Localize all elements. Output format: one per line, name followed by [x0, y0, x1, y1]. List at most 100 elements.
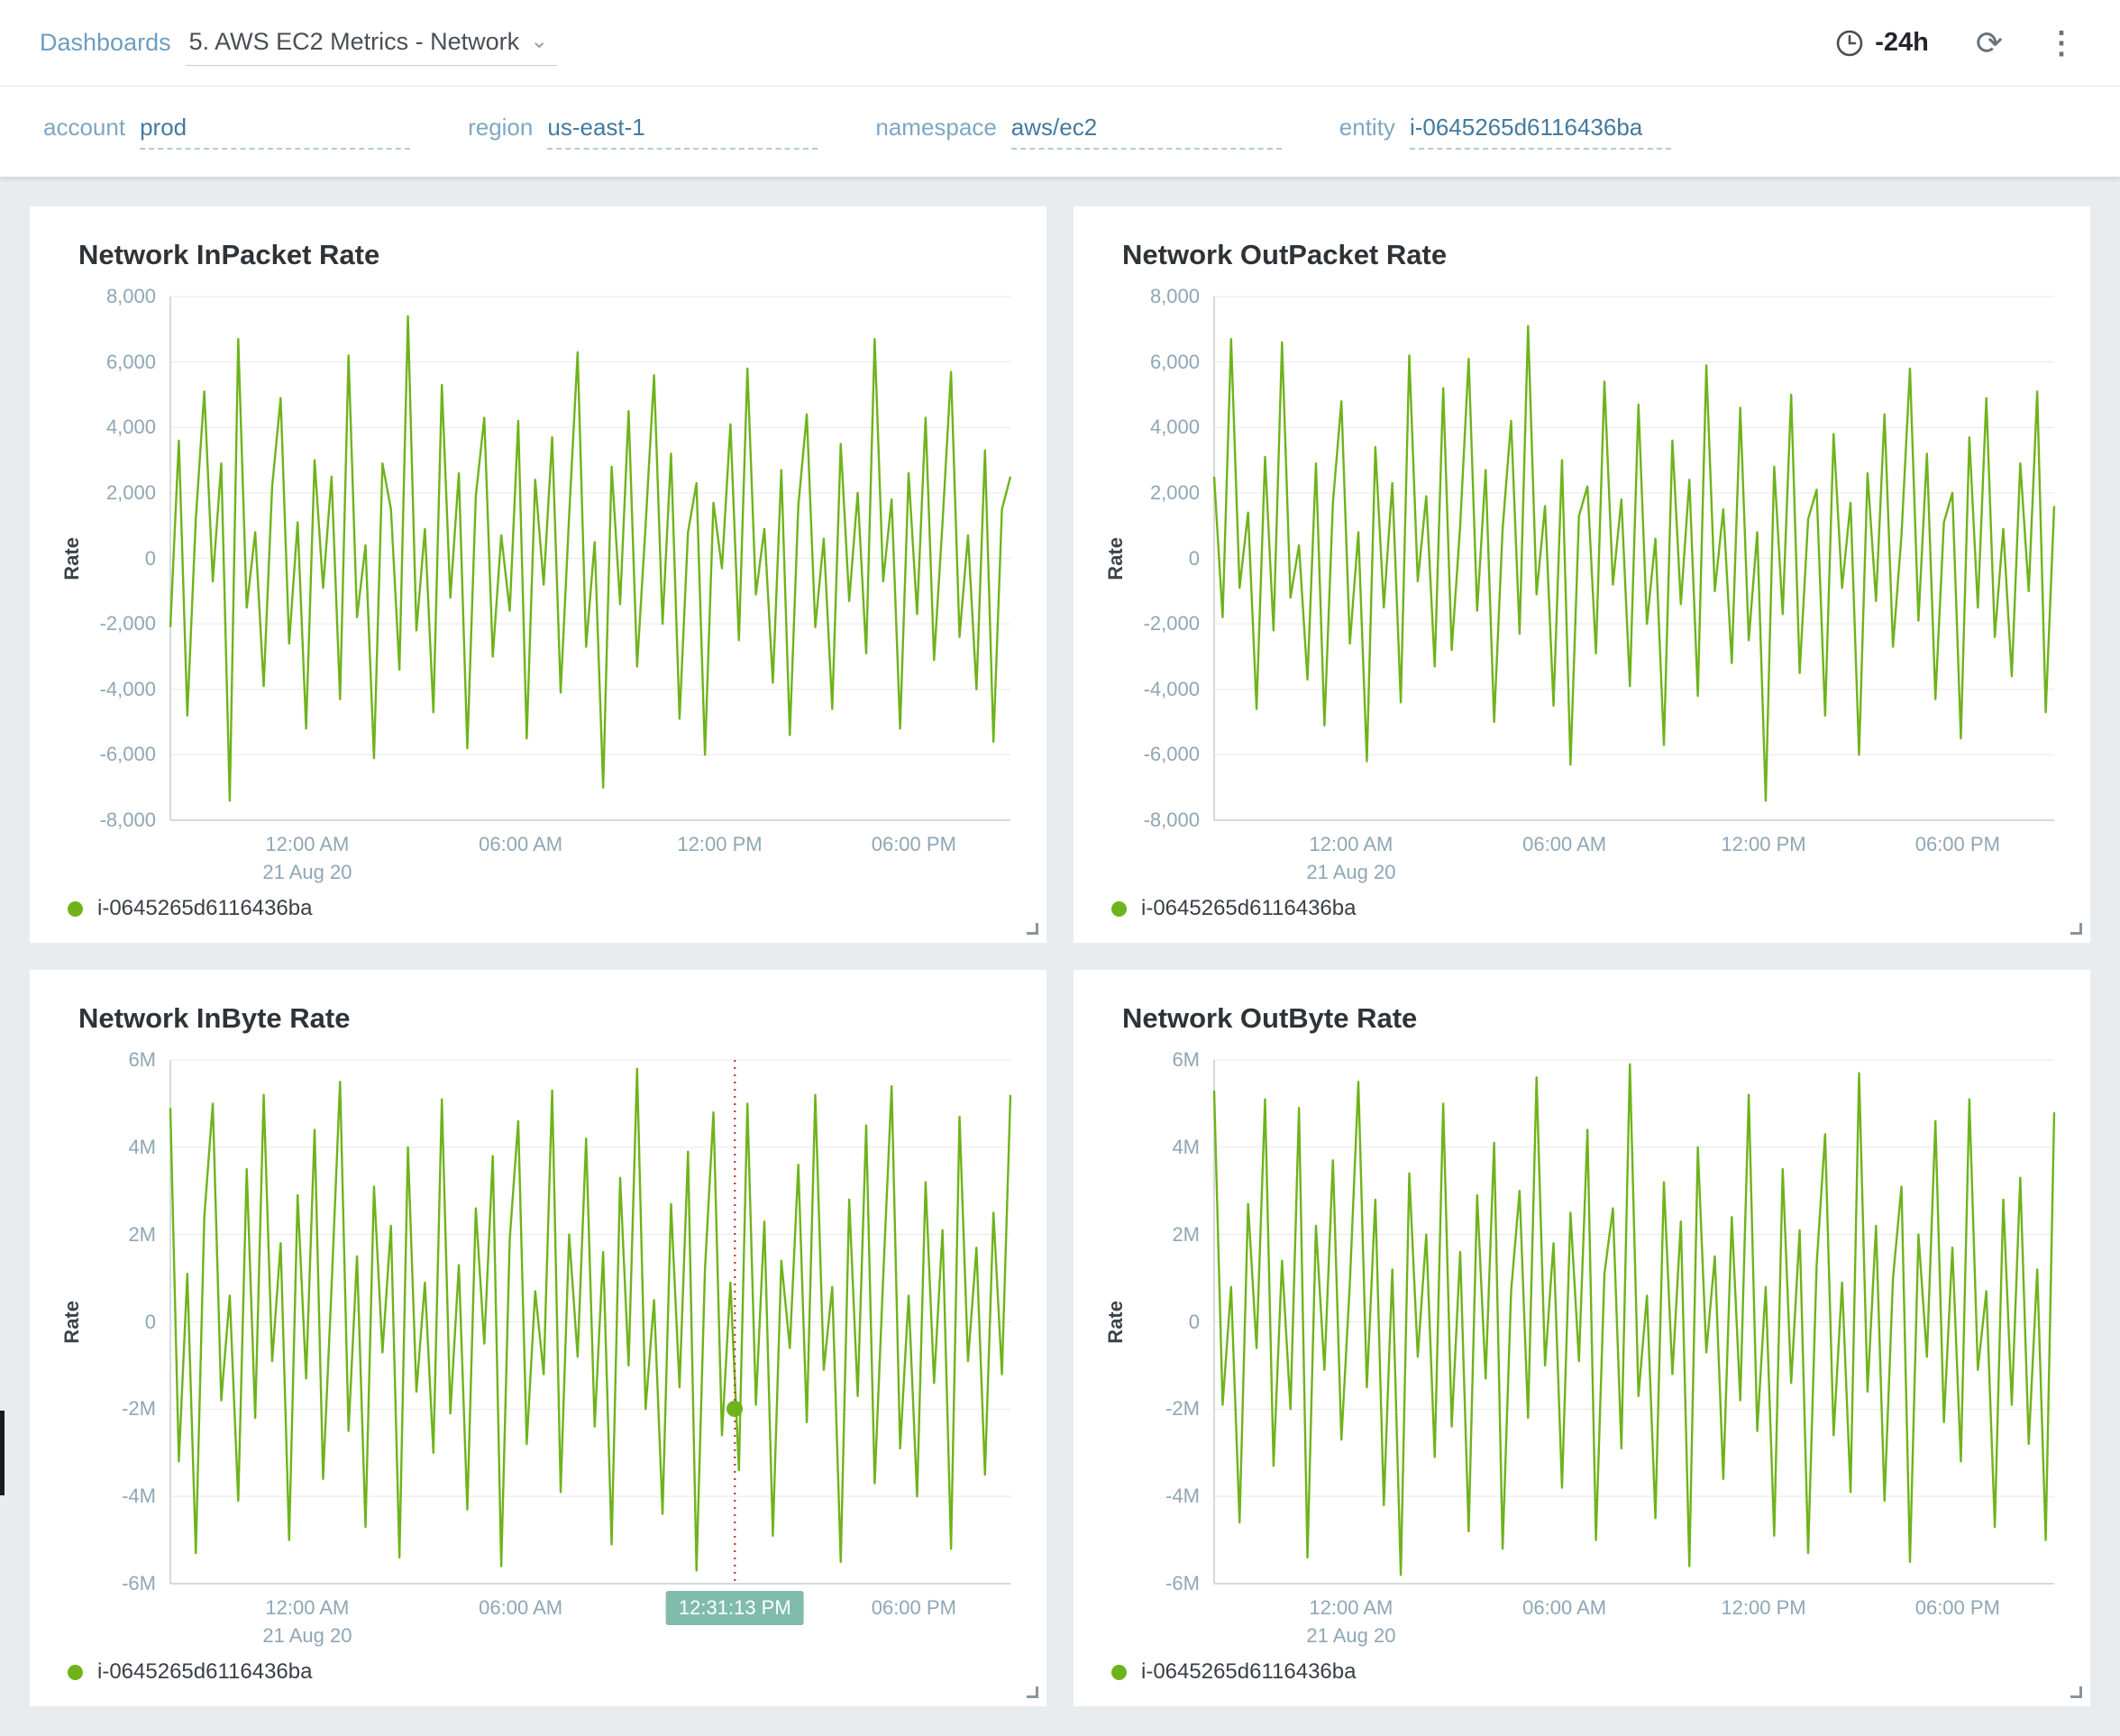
series-line [170, 316, 1010, 800]
y-tick-label: -4,000 [99, 677, 156, 700]
filter-account-value[interactable]: prod [140, 114, 411, 150]
crosshair-time-tooltip: 12:31:13 PM [665, 1591, 804, 1625]
chart-title: Network InByte Rate [78, 1002, 351, 1034]
panel-network-inbyte-rate: Network InByte Rate Rate 6M 4M 2M 0 -2M -4M -6… [30, 970, 1046, 1706]
y-tick-label: 6M [1172, 1048, 1200, 1071]
legend-dot [1111, 1664, 1127, 1680]
y-tick-label: 0 [1188, 546, 1200, 570]
y-tick-label: 4M [1172, 1135, 1200, 1158]
y-tick-label: 4M [128, 1135, 156, 1158]
breadcrumb[interactable]: Dashboards [40, 29, 171, 56]
y-tick-label: 0 [1188, 1310, 1200, 1333]
legend-label[interactable]: i-0645265d6116436ba [97, 1659, 313, 1684]
series-line [1214, 326, 2054, 800]
x-tick-label: 06:00 AM [1522, 1596, 1607, 1619]
filter-region-value[interactable]: us-east-1 [547, 114, 818, 150]
filter-entity-label: entity [1339, 114, 1395, 141]
y-axis-ticks: 8,000 6,000 4,000 2,000 0 -2,000 -4,000 -6,000 -… [1131, 285, 1214, 831]
y-tick-label: -6,000 [99, 743, 156, 766]
y-axis-ticks: 8,000 6,000 4,000 2,000 0 -2,000 -4,000 -6,000 -… [87, 285, 170, 831]
y-tick-label: -8,000 [1143, 809, 1200, 831]
y-tick-label: -2M [122, 1397, 156, 1421]
y-tick-label: -4,000 [1143, 677, 1200, 700]
chart-title: Network InPacket Rate [78, 239, 380, 270]
panel-network-outbyte-rate: Network OutByte Rate Rate 6M 4M 2M 0 -2M -4M -… [1074, 970, 2090, 1706]
plot-area[interactable] [1214, 1060, 2054, 1584]
y-tick-label: -2M [1165, 1397, 1200, 1421]
chart-body: Rate 8,000 6,000 4,000 2,000 0 -2,000 -4,000 -6… [1104, 285, 2054, 831]
y-tick-label: 6,000 [105, 350, 156, 373]
filter-namespace: namespace aws/ec2 [875, 114, 1282, 150]
chart-title: Network OutPacket Rate [1122, 239, 1448, 270]
x-tick-label: 12:00 PM [677, 833, 763, 855]
legend-dot [68, 900, 83, 917]
legend-dot [1111, 900, 1127, 917]
dashboard-selector[interactable]: 5. AWS EC2 Metrics - Network ⌄ [185, 21, 558, 66]
x-tick-label: 12:00 AM 21 Aug 20 [262, 1596, 352, 1647]
page-title: 5. AWS EC2 Metrics - Network [188, 27, 520, 55]
y-tick-label: 6M [128, 1048, 156, 1071]
legend: i-0645265d6116436ba [68, 1659, 1010, 1685]
y-tick-label: -2,000 [99, 612, 156, 635]
y-tick-label: 6,000 [1149, 350, 1200, 373]
legend-dot [68, 1664, 83, 1680]
legend-label[interactable]: i-0645265d6116436ba [97, 896, 313, 920]
filter-account-label: account [43, 114, 126, 141]
top-bar: Dashboards 5. AWS EC2 Metrics - Network … [0, 0, 2120, 87]
x-tick-label: 06:00 PM [1914, 833, 2000, 855]
y-tick-label: -2,000 [1143, 612, 1200, 635]
filter-entity: entity i-0645265d6116436ba [1339, 114, 1671, 150]
y-axis-ticks: 6M 4M 2M 0 -2M -4M -6M [1131, 1048, 1214, 1594]
legend: i-0645265d6116436ba [1111, 896, 2054, 921]
x-tick-label: 06:00 PM [1914, 1596, 2000, 1619]
y-tick-label: -6,000 [1143, 743, 1200, 766]
legend: i-0645265d6116436ba [1111, 1659, 2054, 1685]
y-tick-label: 2,000 [105, 480, 156, 504]
chart-body: Rate 6M 4M 2M 0 -2M -4M -6M [60, 1048, 1010, 1594]
plot-area[interactable] [170, 297, 1010, 820]
x-tick-label: 06:00 PM [871, 1596, 956, 1619]
y-tick-label: 2M [128, 1222, 156, 1246]
refresh-icon[interactable]: ⟳ [1975, 23, 2003, 61]
y-tick-label: 8,000 [105, 285, 156, 307]
series-line [1214, 1064, 2054, 1575]
filter-region-label: region [468, 114, 534, 141]
x-tick-label: 12:00 AM 21 Aug 20 [262, 833, 352, 883]
y-tick-label: 8,000 [1149, 285, 1200, 307]
filter-entity-value[interactable]: i-0645265d6116436ba [1409, 114, 1671, 150]
resize-handle[interactable] [1027, 1686, 1038, 1698]
y-tick-label: -8,000 [99, 809, 156, 831]
resize-handle[interactable] [2070, 1686, 2082, 1698]
x-tick-label: 12:00 PM [1721, 1596, 1806, 1619]
y-tick-label: 2,000 [1149, 480, 1200, 504]
y-axis-label: Rate [60, 1300, 83, 1344]
y-axis-label: Rate [1104, 536, 1127, 580]
x-tick-label: 12:00 AM 21 Aug 20 [1306, 1596, 1396, 1647]
filter-account: account prod [43, 114, 411, 150]
filter-namespace-label: namespace [875, 114, 997, 141]
filter-namespace-value[interactable]: aws/ec2 [1010, 114, 1282, 150]
crosshair-point [726, 1401, 744, 1418]
chevron-down-icon: ⌄ [530, 29, 549, 53]
plot-area[interactable] [1214, 297, 2054, 820]
kebab-menu-icon[interactable]: ⋮ [2046, 25, 2077, 60]
scrollbar-fragment[interactable] [0, 1411, 5, 1495]
filter-bar: account prod region us-east-1 namespace … [0, 87, 2120, 177]
y-tick-label: 2M [1172, 1222, 1200, 1246]
charts-grid: Network InPacket Rate Rate 8,000 6,000 4,0… [0, 177, 2120, 1736]
resize-handle[interactable] [1027, 923, 1038, 935]
y-tick-label: 0 [144, 1310, 156, 1333]
x-tick-label: 12:00 PM [1721, 833, 1806, 855]
legend-label[interactable]: i-0645265d6116436ba [1141, 896, 1357, 920]
resize-handle[interactable] [2070, 923, 2082, 935]
y-axis-label: Rate [60, 536, 83, 580]
legend-label[interactable]: i-0645265d6116436ba [1141, 1659, 1357, 1684]
time-range-button[interactable]: -24h [1875, 28, 1929, 57]
clock-icon[interactable] [1835, 29, 1864, 58]
y-tick-label: 4,000 [1149, 416, 1200, 439]
x-tick-label: 06:00 AM [479, 833, 563, 855]
plot-area[interactable] [170, 1060, 1010, 1584]
series-line [170, 1069, 1010, 1571]
